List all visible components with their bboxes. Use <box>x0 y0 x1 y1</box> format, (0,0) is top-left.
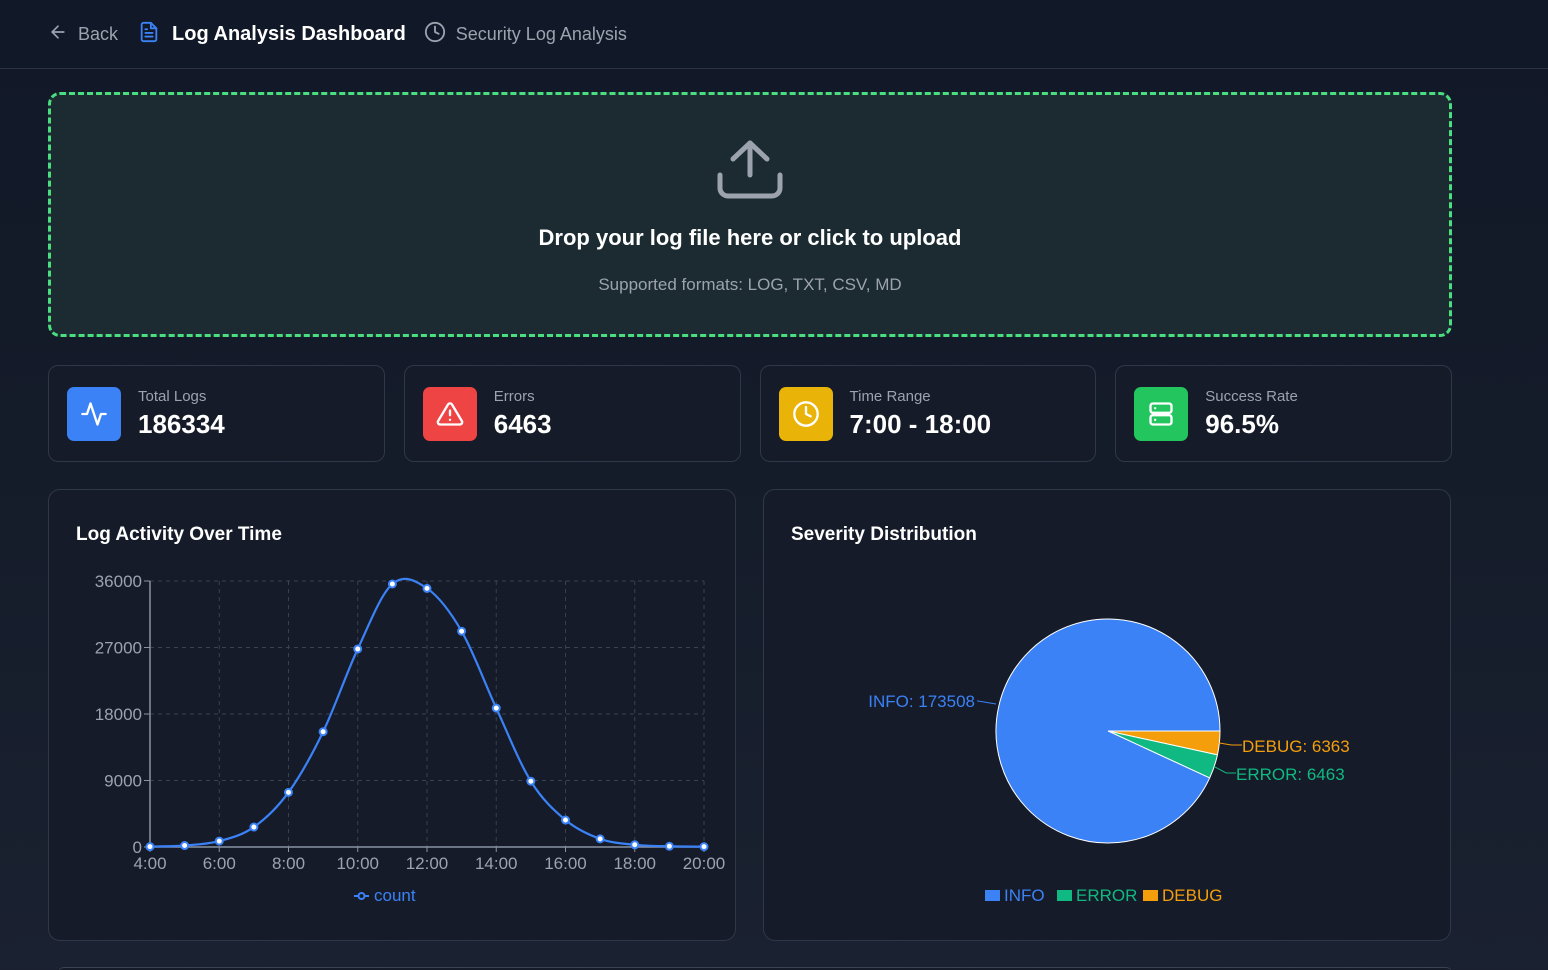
severity-pie-chart[interactable]: INFO: 173508 ERROR: 6463 DEBUG: 6363 INFO ER… <box>764 490 1452 942</box>
activity-icon <box>67 386 121 441</box>
upload-title: Drop your log file here or click to uplo… <box>538 225 962 250</box>
panel-title: Log Activity Over Time <box>76 524 282 545</box>
x-tick-label: 4:00 <box>133 854 166 873</box>
alert-triangle-icon <box>422 386 477 441</box>
clock-icon <box>778 386 833 441</box>
x-tick-label: 6:00 <box>203 854 236 873</box>
x-tick-label: 12:00 <box>406 854 449 873</box>
svg-text:ERROR: ERROR <box>1076 886 1137 905</box>
pie-slice-info[interactable] <box>995 618 1221 844</box>
back-label: Back <box>78 23 119 44</box>
stat-label: Errors <box>493 387 535 405</box>
stat-value: 186334 <box>138 408 225 439</box>
pie-label-error: ERROR: 6463 <box>1236 765 1345 784</box>
svg-text:count: count <box>374 886 416 905</box>
data-point[interactable] <box>491 703 501 713</box>
data-point[interactable] <box>422 583 432 593</box>
data-point[interactable] <box>630 840 640 850</box>
stat-card-success-rate: Success Rate 96.5% <box>1115 365 1452 462</box>
next-card-edge <box>58 967 1452 970</box>
top-bar: Back Log Analysis Dashboard Security Log… <box>0 0 1548 69</box>
log-activity-panel: Log Activity Over Time 0 9000 18000 27000 36… <box>48 489 736 941</box>
data-point[interactable] <box>595 834 605 844</box>
x-tick-label: 16:00 <box>544 854 587 873</box>
data-point[interactable] <box>664 841 674 851</box>
stat-value: 6463 <box>493 408 552 439</box>
legend-info[interactable]: INFO <box>985 886 1045 905</box>
legend-debug[interactable]: DEBUG <box>1143 886 1222 905</box>
y-tick-label: 0 <box>133 838 142 857</box>
back-button[interactable]: Back <box>48 22 118 47</box>
x-tick-label: 20:00 <box>683 854 726 873</box>
legend-error[interactable]: ERROR <box>1057 886 1137 905</box>
y-tick-label: 27000 <box>95 639 142 658</box>
log-activity-line-chart[interactable]: 0 9000 18000 27000 36000 4:00 6:00 8:00 10:00 12:… <box>49 490 737 942</box>
x-tick-label: 10:00 <box>336 854 379 873</box>
stat-value: 96.5% <box>1205 408 1279 439</box>
y-tick-label: 9000 <box>104 772 142 791</box>
y-tick-label: 36000 <box>95 572 142 591</box>
svg-text:DEBUG: DEBUG <box>1162 886 1222 905</box>
pie-label-debug: DEBUG: 6363 <box>1242 737 1350 756</box>
stat-card-errors: Errors 6463 <box>403 365 741 462</box>
page-title: Log Analysis Dashboard <box>172 22 406 45</box>
stat-card-total-logs: Total Logs 186334 <box>48 365 385 462</box>
panel-title: Severity Distribution <box>791 524 977 545</box>
data-point[interactable] <box>214 836 224 846</box>
server-icon <box>1134 386 1189 441</box>
data-point[interactable] <box>318 727 328 737</box>
stat-label: Total Logs <box>138 387 207 405</box>
upload-icon <box>717 140 783 199</box>
data-point[interactable] <box>249 822 259 832</box>
data-point[interactable] <box>145 842 155 852</box>
x-tick-label: 18:00 <box>613 854 656 873</box>
legend-count[interactable]: count <box>354 886 416 905</box>
upload-dropzone[interactable]: Drop your log file here or click to uplo… <box>48 92 1452 337</box>
stat-value: 7:00 - 18:00 <box>849 408 992 439</box>
file-text-icon <box>138 21 160 48</box>
x-tick-label: 8:00 <box>272 854 305 873</box>
stat-card-time-range: Time Range 7:00 - 18:00 <box>759 365 1097 462</box>
data-point[interactable] <box>353 644 363 654</box>
svg-text:INFO: INFO <box>1004 886 1045 905</box>
arrow-left-icon <box>48 22 68 47</box>
y-tick-label: 18000 <box>95 705 142 724</box>
data-point[interactable] <box>457 626 467 636</box>
clock-icon <box>424 21 446 48</box>
data-point[interactable] <box>284 787 293 797</box>
x-tick-label: 14:00 <box>475 854 518 873</box>
data-point[interactable] <box>180 841 190 851</box>
pie-label-info: INFO: 173508 <box>868 692 975 711</box>
stat-label: Success Rate <box>1205 387 1298 405</box>
severity-panel: Severity Distribution INFO: 173508 ERROR:… <box>763 489 1451 941</box>
upload-formats: Supported formats: LOG, TXT, CSV, MD <box>598 275 902 294</box>
stats-row: Total Logs 186334 Errors 6463 Time Range… <box>48 365 1452 462</box>
data-point[interactable] <box>387 579 397 589</box>
stat-label: Time Range <box>849 387 931 405</box>
data-point[interactable] <box>526 776 536 786</box>
data-point[interactable] <box>561 815 570 825</box>
data-point[interactable] <box>699 842 709 852</box>
page-subtitle: Security Log Analysis <box>455 23 627 44</box>
